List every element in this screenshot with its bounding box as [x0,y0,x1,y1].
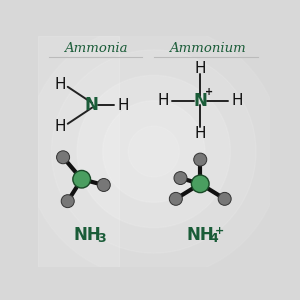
Text: H: H [55,118,66,134]
Circle shape [57,151,70,164]
Ellipse shape [52,50,256,253]
Circle shape [194,153,207,166]
Ellipse shape [103,101,205,202]
Text: N: N [193,92,207,110]
Text: NH: NH [186,226,214,244]
Circle shape [191,175,209,193]
Text: H: H [118,98,129,113]
Text: N: N [84,96,98,114]
FancyBboxPatch shape [38,36,119,267]
Ellipse shape [77,75,230,228]
Text: H: H [194,125,206,140]
Text: +: + [205,87,213,97]
Text: 3: 3 [97,232,105,244]
Text: NH: NH [74,226,101,244]
Circle shape [218,192,231,205]
Circle shape [174,172,187,184]
Ellipse shape [26,24,282,278]
Circle shape [61,195,74,208]
Text: Ammonium: Ammonium [169,42,246,55]
Circle shape [73,170,91,188]
Circle shape [97,178,110,191]
Text: H: H [157,93,169,108]
Ellipse shape [128,126,179,177]
Text: H: H [55,77,66,92]
Text: Ammonia: Ammonia [64,42,128,55]
Circle shape [169,192,182,205]
Text: H: H [194,61,206,76]
Text: 4: 4 [210,232,218,244]
Text: H: H [232,93,243,108]
Text: +: + [215,226,225,236]
